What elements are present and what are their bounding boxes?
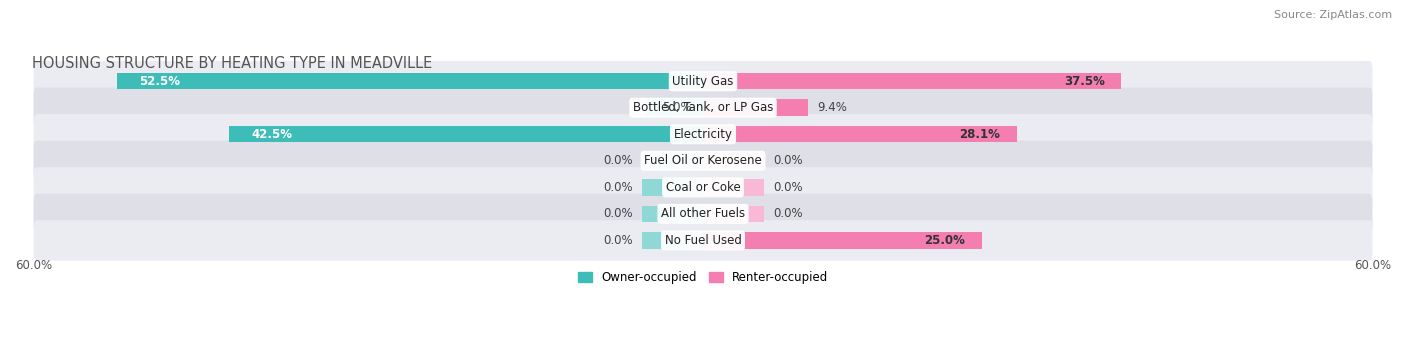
Legend: Owner-occupied, Renter-occupied: Owner-occupied, Renter-occupied [572,266,834,288]
FancyBboxPatch shape [34,220,1372,261]
Text: 52.5%: 52.5% [139,75,180,88]
FancyBboxPatch shape [34,88,1372,128]
Text: 0.0%: 0.0% [603,234,633,247]
Bar [703,206,765,222]
Bar [229,126,703,143]
Text: HOUSING STRUCTURE BY HEATING TYPE IN MEADVILLE: HOUSING STRUCTURE BY HEATING TYPE IN MEA… [32,56,433,71]
Text: No Fuel Used: No Fuel Used [665,234,741,247]
Bar [703,179,765,195]
Text: 0.0%: 0.0% [603,207,633,220]
Text: Electricity: Electricity [673,128,733,141]
Bar [647,100,703,116]
Bar [117,73,703,89]
Bar [703,73,1122,89]
Text: 0.0%: 0.0% [603,154,633,167]
FancyBboxPatch shape [34,167,1372,208]
Text: Utility Gas: Utility Gas [672,75,734,88]
Text: All other Fuels: All other Fuels [661,207,745,220]
Text: Bottled, Tank, or LP Gas: Bottled, Tank, or LP Gas [633,101,773,114]
Text: 25.0%: 25.0% [924,234,965,247]
Bar [703,100,808,116]
Text: 0.0%: 0.0% [773,207,803,220]
Text: 37.5%: 37.5% [1064,75,1105,88]
Text: 28.1%: 28.1% [959,128,1000,141]
Bar [641,206,703,222]
Text: 5.0%: 5.0% [662,101,692,114]
Bar [703,232,981,249]
Bar [641,152,703,169]
Bar [703,126,1017,143]
FancyBboxPatch shape [34,114,1372,154]
FancyBboxPatch shape [34,140,1372,181]
Text: Coal or Coke: Coal or Coke [665,181,741,194]
Text: 0.0%: 0.0% [773,154,803,167]
FancyBboxPatch shape [34,61,1372,101]
Text: Source: ZipAtlas.com: Source: ZipAtlas.com [1274,10,1392,20]
Text: 42.5%: 42.5% [252,128,292,141]
Text: Fuel Oil or Kerosene: Fuel Oil or Kerosene [644,154,762,167]
FancyBboxPatch shape [34,194,1372,234]
Text: 9.4%: 9.4% [817,101,846,114]
Bar [641,232,703,249]
Text: 0.0%: 0.0% [603,181,633,194]
Text: 0.0%: 0.0% [773,181,803,194]
Bar [703,152,765,169]
Bar [641,179,703,195]
